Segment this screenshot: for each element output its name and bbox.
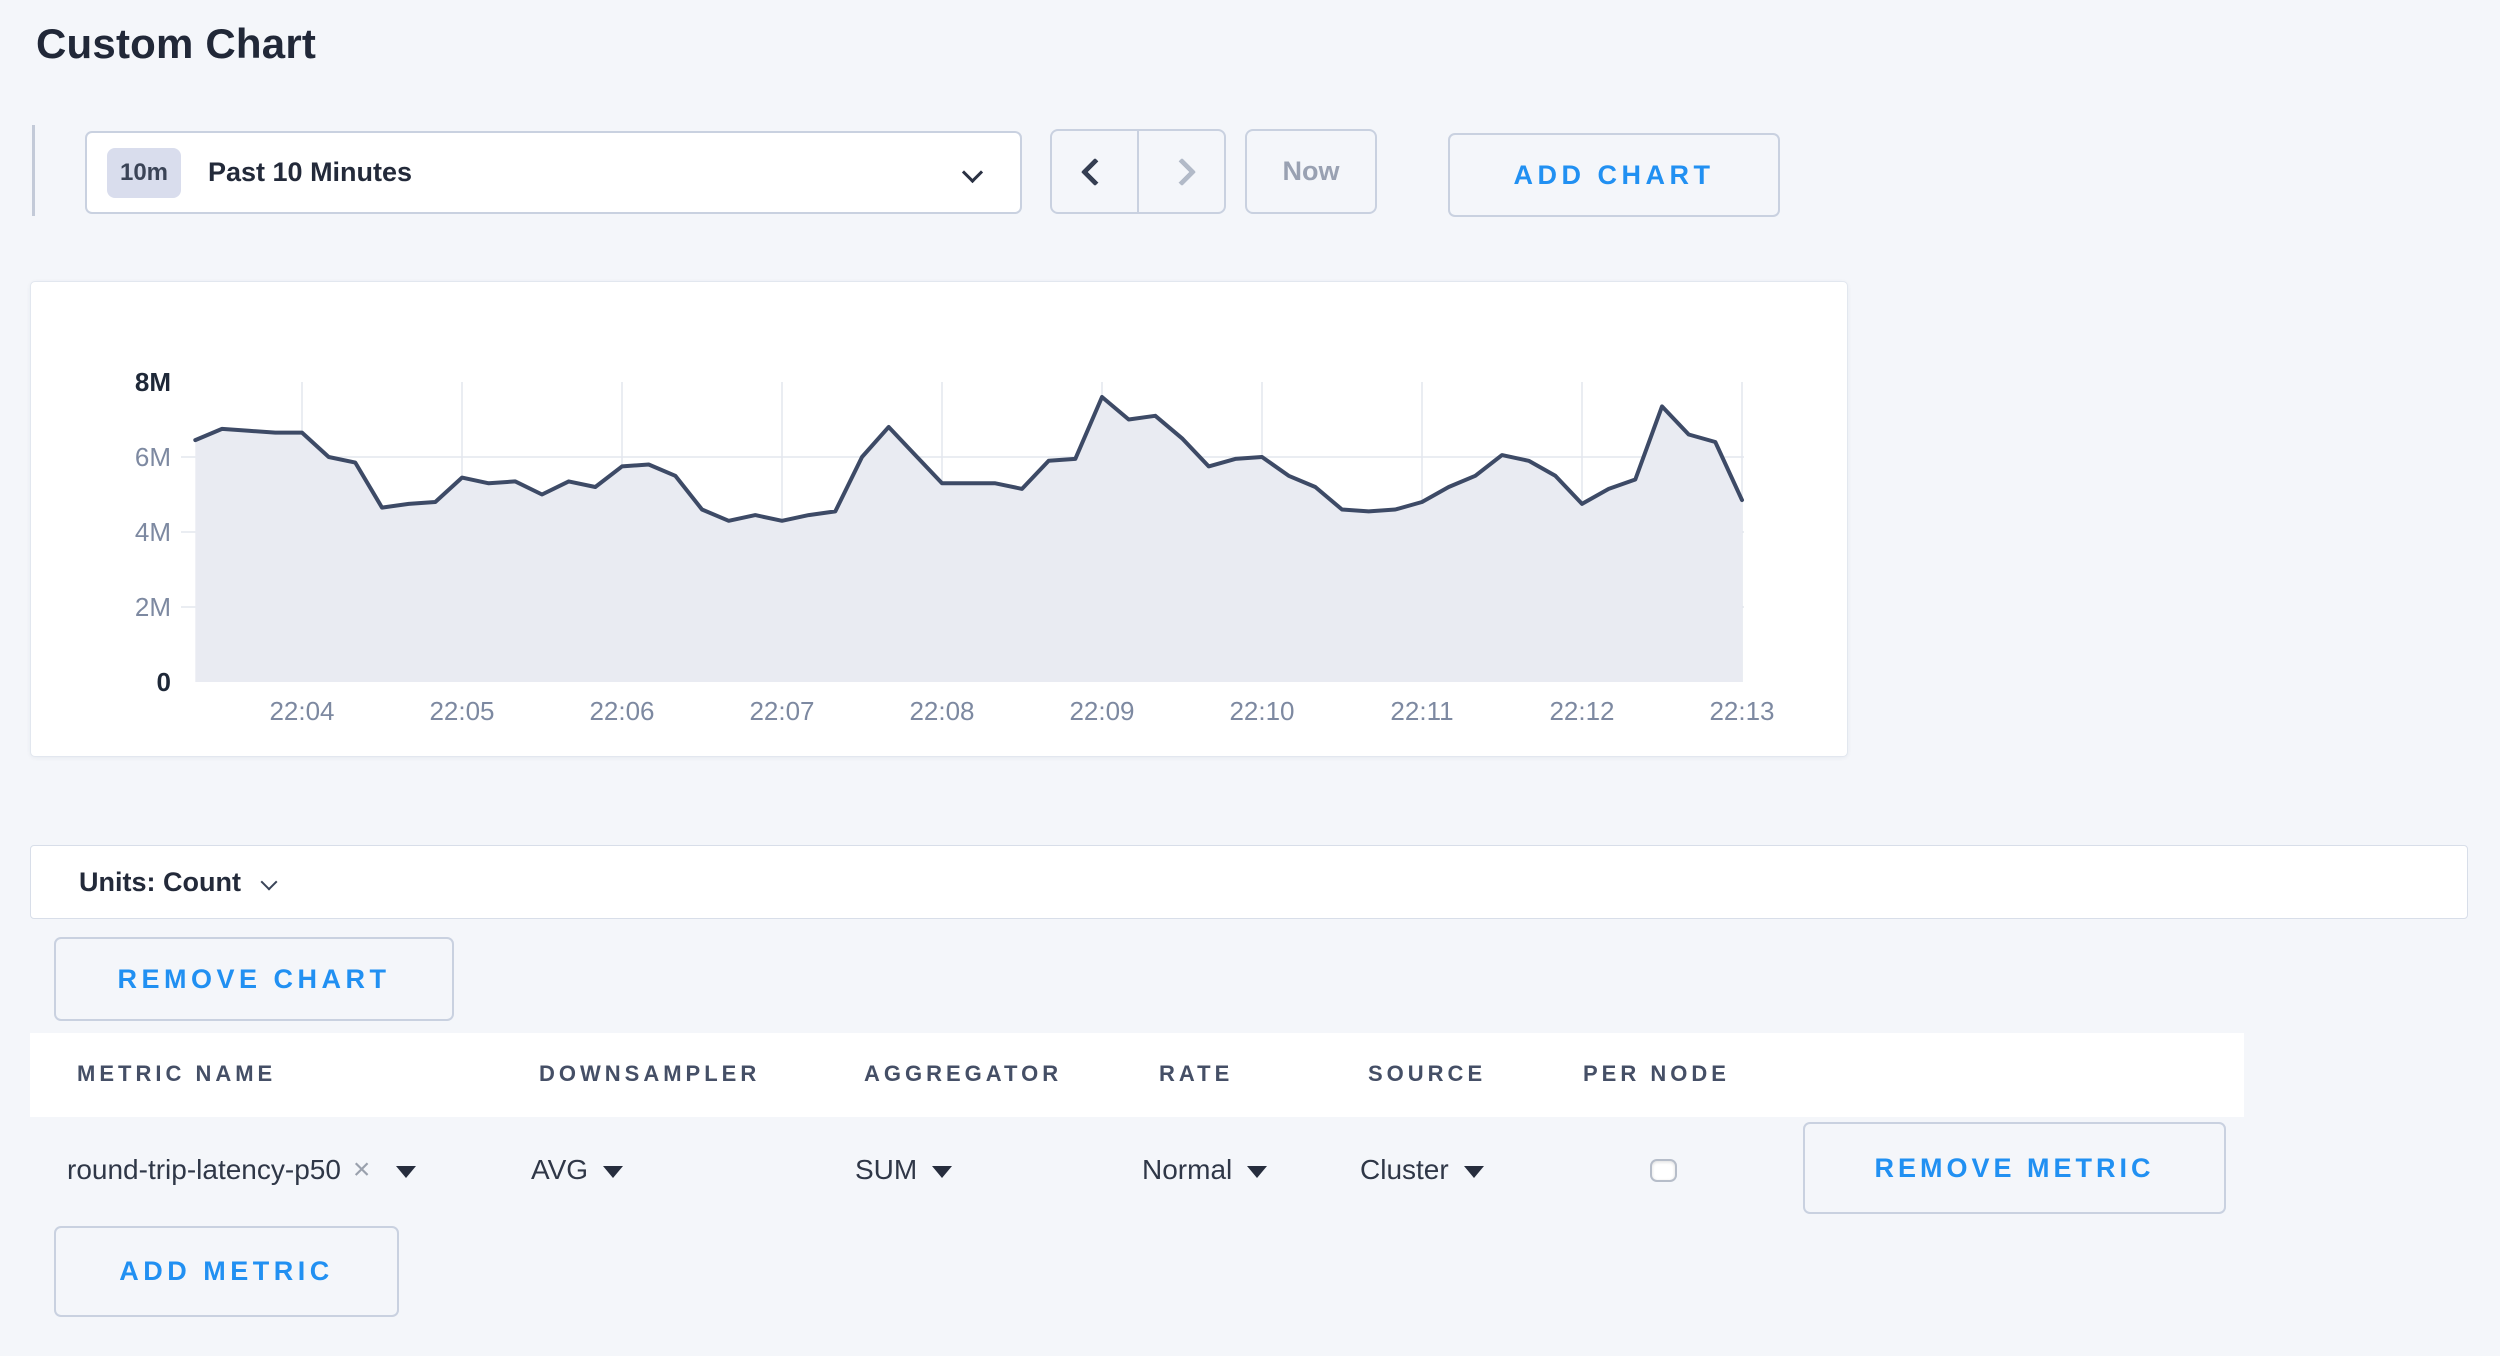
now-button[interactable]: Now xyxy=(1245,129,1377,214)
col-header-per-node: PER NODE xyxy=(1583,1061,1730,1086)
toolbar-divider xyxy=(32,125,35,216)
col-header-source: SOURCE xyxy=(1368,1061,1487,1086)
time-range-badge: 10m xyxy=(107,147,181,198)
next-time-button[interactable] xyxy=(1137,131,1224,212)
per-node-checkbox[interactable] xyxy=(1650,1159,1677,1182)
time-nav-group xyxy=(1050,129,1226,214)
chevron-left-icon xyxy=(1080,157,1109,186)
caret-down-icon xyxy=(1247,1166,1268,1178)
chevron-right-icon xyxy=(1167,157,1196,186)
svg-text:22:05: 22:05 xyxy=(429,696,494,726)
downsampler-value: AVG xyxy=(531,1154,589,1185)
metrics-table-header: METRIC NAME DOWNSAMPLER AGGREGATOR RATE … xyxy=(30,1033,2244,1117)
metric-name-select[interactable]: round-trip-latency-p50 × xyxy=(67,1146,417,1194)
svg-text:22:07: 22:07 xyxy=(749,696,814,726)
svg-text:22:08: 22:08 xyxy=(909,696,974,726)
rate-value: Normal xyxy=(1142,1154,1233,1185)
caret-down-icon xyxy=(396,1166,417,1178)
chart-svg[interactable]: 22:04 22:05 22:06 22:07 22:08 22:09 22:10 22:11… xyxy=(31,282,1847,756)
clear-metric-icon[interactable]: × xyxy=(352,1153,371,1186)
svg-text:22:06: 22:06 xyxy=(589,696,654,726)
col-header-rate: RATE xyxy=(1159,1061,1234,1086)
prev-time-button[interactable] xyxy=(1052,131,1137,212)
chart-card: 22:04 22:05 22:06 22:07 22:08 22:09 22:10 22:11… xyxy=(30,281,1848,757)
chevron-down-icon xyxy=(961,161,984,184)
units-label: Units: Count xyxy=(79,866,241,897)
remove-chart-button[interactable]: REMOVE CHART xyxy=(54,937,454,1021)
metric-name-value: round-trip-latency-p50 xyxy=(67,1154,341,1185)
svg-text:4M: 4M xyxy=(135,517,171,547)
svg-text:6M: 6M xyxy=(135,442,171,472)
svg-text:8M: 8M xyxy=(135,367,171,397)
caret-down-icon xyxy=(603,1166,624,1178)
rate-select[interactable]: Normal xyxy=(1142,1146,1268,1194)
source-select[interactable]: Cluster xyxy=(1360,1146,1484,1194)
svg-text:2M: 2M xyxy=(135,592,171,622)
svg-text:0: 0 xyxy=(157,667,171,697)
caret-down-icon xyxy=(932,1166,953,1178)
aggregator-value: SUM xyxy=(855,1154,918,1185)
remove-metric-button[interactable]: REMOVE METRIC xyxy=(1803,1122,2226,1214)
col-header-aggregator: AGGREGATOR xyxy=(864,1061,1063,1086)
add-metric-button[interactable]: ADD METRIC xyxy=(54,1226,399,1317)
source-value: Cluster xyxy=(1360,1154,1449,1185)
time-range-dropdown[interactable]: 10m Past 10 Minutes xyxy=(85,131,1022,214)
svg-text:22:12: 22:12 xyxy=(1549,696,1614,726)
svg-text:22:13: 22:13 xyxy=(1709,696,1774,726)
time-range-label: Past 10 Minutes xyxy=(208,157,413,187)
chevron-down-icon xyxy=(260,873,278,891)
svg-text:22:09: 22:09 xyxy=(1069,696,1134,726)
add-chart-button[interactable]: ADD CHART xyxy=(1448,133,1780,217)
units-dropdown[interactable]: Units: Count xyxy=(30,845,2468,919)
svg-text:22:11: 22:11 xyxy=(1390,696,1453,726)
caret-down-icon xyxy=(1463,1166,1484,1178)
svg-text:22:10: 22:10 xyxy=(1229,696,1294,726)
aggregator-select[interactable]: SUM xyxy=(855,1146,953,1194)
svg-text:22:04: 22:04 xyxy=(269,696,334,726)
page-title: Custom Chart xyxy=(36,20,317,67)
col-header-metric-name: METRIC NAME xyxy=(77,1061,277,1086)
downsampler-select[interactable]: AVG xyxy=(531,1146,624,1194)
col-header-downsampler: DOWNSAMPLER xyxy=(539,1061,761,1086)
